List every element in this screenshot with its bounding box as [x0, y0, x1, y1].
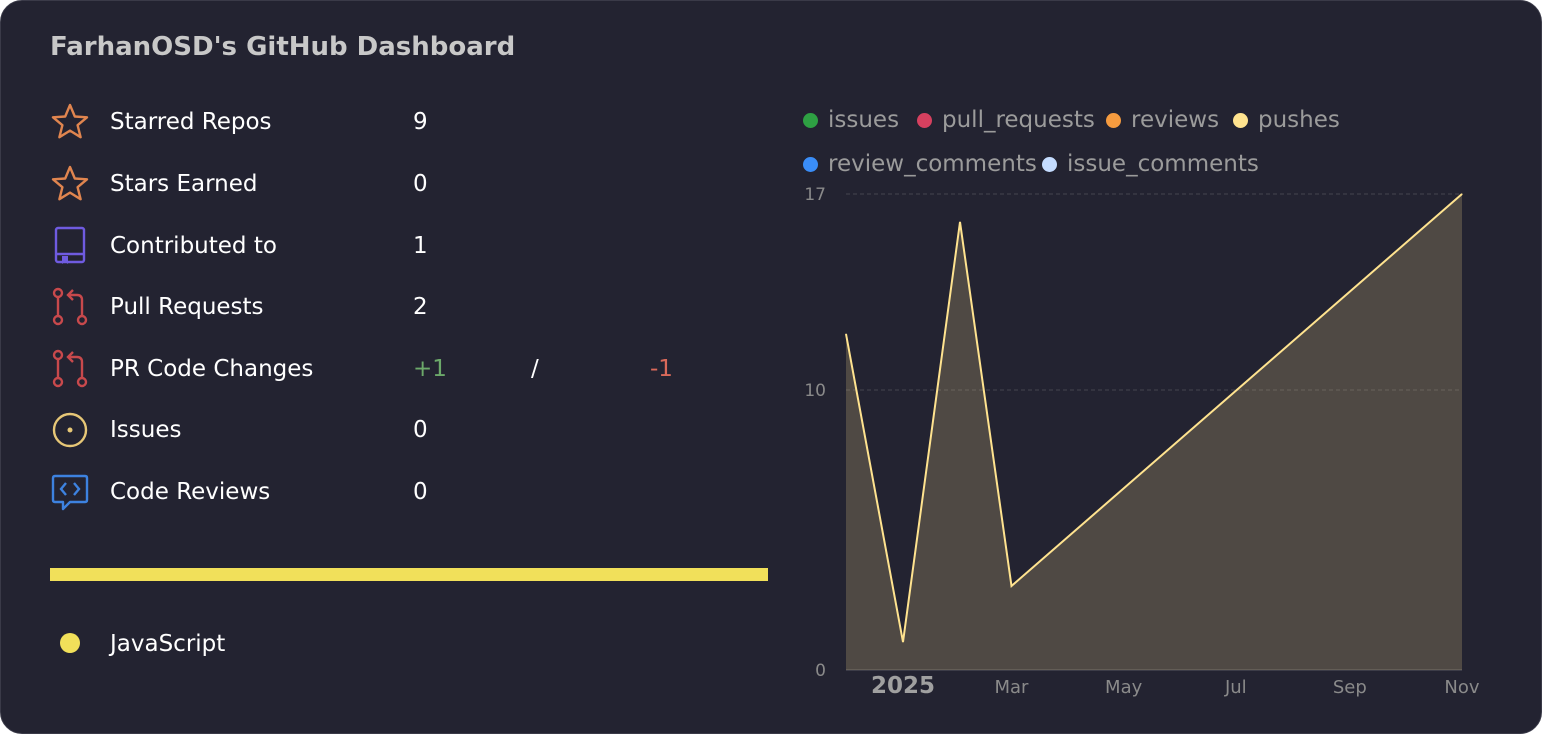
legend-label: issue_comments: [1067, 151, 1259, 177]
dashboard-title: FarhanOSD's GitHub Dashboard: [50, 32, 516, 62]
stat-row-pr-code-changes: PR Code Changes +1 / -1: [50, 349, 750, 389]
stat-row-pull-requests: Pull Requests 2: [50, 287, 750, 327]
data-point: [959, 221, 961, 223]
legend-dot: [917, 113, 932, 128]
language-color-dot: [60, 633, 80, 653]
stat-label: Starred Repos: [110, 109, 272, 135]
pr-separator: /: [531, 356, 539, 382]
git-pull-request-icon: [52, 349, 88, 388]
issue-icon: [52, 412, 88, 448]
x-tick-label: Sep: [1333, 677, 1367, 698]
stat-value: 0: [413, 171, 428, 197]
language-bar: [50, 568, 768, 581]
stat-value: 0: [413, 479, 428, 505]
code-review-icon: [51, 474, 89, 511]
legend-label: pushes: [1258, 107, 1340, 133]
stat-value: 0: [413, 417, 428, 443]
x-tick-label: Mar: [995, 677, 1030, 698]
legend-dot: [803, 157, 818, 172]
stat-value: 1: [413, 233, 428, 259]
x-tick-label: 2025: [871, 673, 935, 699]
data-point: [902, 641, 904, 643]
stat-row-issues: Issues 0: [50, 410, 750, 450]
legend-label: pull_requests: [942, 107, 1095, 133]
x-tick-label: May: [1105, 677, 1143, 698]
star-icon: [51, 165, 89, 201]
x-tick-label: Jul: [1224, 677, 1247, 698]
stat-row-contributed-to: Contributed to 1: [50, 226, 750, 266]
legend-label: issues: [828, 107, 900, 133]
data-point: [845, 333, 847, 335]
y-tick-label: 0: [815, 661, 826, 681]
legend-label: review_comments: [828, 151, 1037, 177]
stat-label: Contributed to: [110, 233, 277, 259]
legend-dot: [803, 113, 818, 128]
y-tick-label: 10: [804, 381, 826, 401]
x-tick-label: Nov: [1444, 677, 1479, 698]
data-point: [1461, 193, 1463, 195]
pr-deletions: -1: [650, 356, 673, 382]
star-icon: [51, 103, 89, 139]
pr-additions: +1: [413, 356, 447, 382]
language-name: JavaScript: [110, 631, 226, 657]
stat-label: PR Code Changes: [110, 356, 314, 382]
stat-value: 9: [413, 109, 428, 135]
legend-dot: [1106, 113, 1121, 128]
stat-label: Code Reviews: [110, 479, 271, 505]
y-tick-label: 17: [804, 185, 826, 205]
stat-label: Stars Earned: [110, 171, 258, 197]
legend-dot: [1042, 157, 1057, 172]
stat-label: Pull Requests: [110, 294, 264, 320]
repo-icon: [54, 226, 86, 264]
legend-dot: [1233, 113, 1248, 128]
legend-label: reviews: [1131, 107, 1220, 133]
git-pull-request-icon: [52, 287, 88, 326]
activity-chart: 0 10 17 2025 Mar May Jul Sep Nov: [804, 185, 1480, 699]
stat-label: Issues: [110, 417, 182, 443]
stat-row-code-reviews: Code Reviews 0: [50, 472, 750, 512]
data-point: [1010, 585, 1012, 587]
stat-value: 2: [413, 294, 428, 320]
stat-row-starred-repos: Starred Repos 9: [50, 102, 750, 142]
stat-row-stars-earned: Stars Earned 0: [50, 164, 750, 204]
series-area: [846, 194, 1462, 670]
